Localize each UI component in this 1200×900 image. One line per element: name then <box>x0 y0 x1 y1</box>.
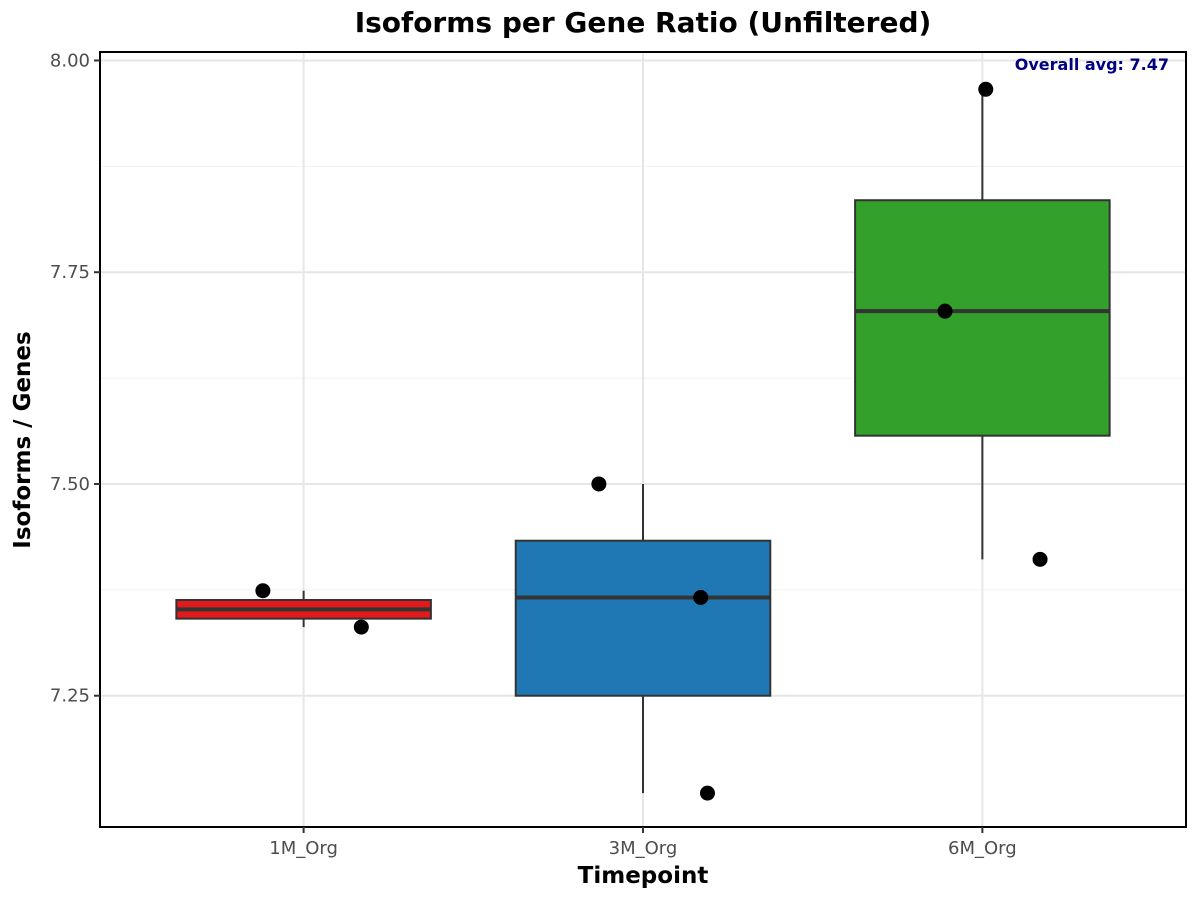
y-tick-label: 8.00 <box>50 50 90 71</box>
x-tick-label: 1M_Org <box>269 838 338 859</box>
overall-average-annotation: Overall avg: 7.47 <box>1015 55 1169 74</box>
y-tick-label: 7.50 <box>50 474 90 495</box>
data-point <box>693 589 709 605</box>
x-axis-title: Timepoint <box>578 863 709 889</box>
y-axis-ticks: 7.25 7.50 7.75 8.00 <box>50 50 100 707</box>
data-point <box>937 303 953 319</box>
x-axis-ticks: 1M_Org 3M_Org 6M_Org <box>269 827 1017 859</box>
data-point <box>255 583 271 599</box>
data-point <box>353 619 369 635</box>
box-1M_Org <box>175 590 432 628</box>
y-tick-label: 7.25 <box>50 686 90 707</box>
chart-title: Isoforms per Gene Ratio (Unfiltered) <box>355 6 932 39</box>
data-points <box>255 81 1048 801</box>
box-6M_Org <box>854 89 1111 560</box>
box-3M_Org <box>514 483 772 794</box>
y-axis-title: Isoforms / Genes <box>10 331 36 548</box>
data-point <box>699 785 715 801</box>
data-point <box>978 81 994 97</box>
x-tick-label: 6M_Org <box>948 838 1017 859</box>
y-tick-label: 7.75 <box>50 262 90 283</box>
x-tick-label: 3M_Org <box>609 838 678 859</box>
box-body <box>854 199 1111 437</box>
data-point <box>1032 551 1048 567</box>
boxes <box>175 89 1111 794</box>
box-body <box>514 539 772 697</box>
data-point <box>591 476 607 492</box>
